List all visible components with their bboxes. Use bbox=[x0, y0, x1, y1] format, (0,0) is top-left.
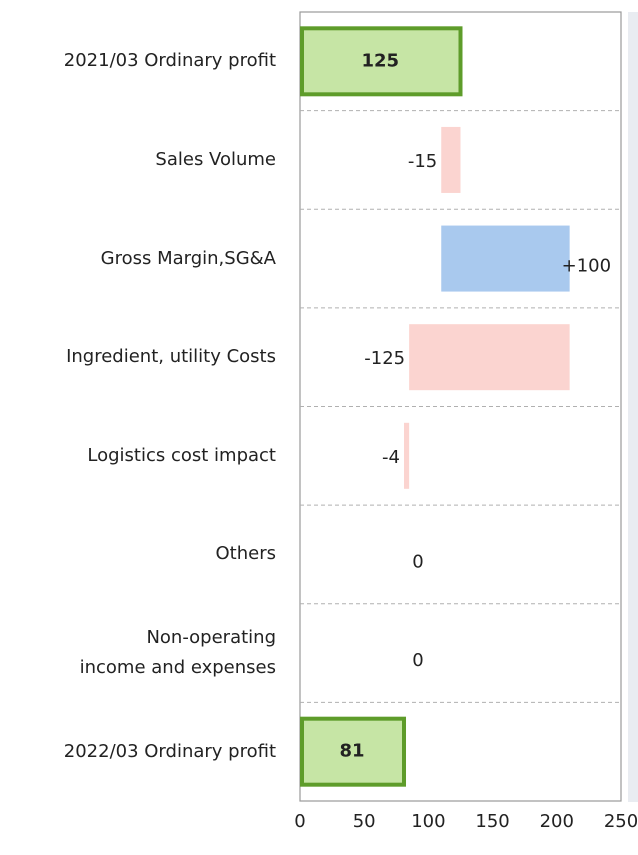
value-label: 125 bbox=[361, 50, 399, 71]
x-tick-label: 250 bbox=[604, 811, 638, 832]
x-tick-label: 200 bbox=[540, 811, 574, 832]
x-tick-label: 50 bbox=[353, 811, 376, 832]
value-label: -4 bbox=[382, 447, 400, 468]
category-label: Non-operating income and expenses bbox=[79, 627, 276, 679]
category-label: Ingredient, utility Costs bbox=[66, 346, 276, 368]
total-bar bbox=[300, 716, 407, 787]
value-label: 0 bbox=[412, 551, 423, 572]
x-tick-label: 150 bbox=[475, 811, 509, 832]
category-label: Logistics cost impact bbox=[87, 444, 276, 466]
value-label: +100 bbox=[562, 256, 611, 277]
category-label: 2022/03 Ordinary profit bbox=[63, 740, 276, 762]
category-label: Others bbox=[215, 543, 277, 565]
side-strip bbox=[628, 12, 638, 802]
total-bar bbox=[300, 26, 463, 97]
value-label: -125 bbox=[364, 348, 405, 369]
x-tick-label: 0 bbox=[294, 811, 305, 832]
decrease-bar bbox=[409, 324, 570, 391]
value-label: 0 bbox=[412, 650, 423, 671]
increase-bar bbox=[441, 225, 570, 292]
category-label: Sales Volume bbox=[155, 148, 276, 170]
value-label: -15 bbox=[408, 151, 437, 172]
category-label: Gross Margin,SG&A bbox=[100, 247, 276, 269]
category-label: 2021/03 Ordinary profit bbox=[63, 50, 276, 72]
x-tick-label: 100 bbox=[411, 811, 445, 832]
decrease-bar bbox=[404, 422, 410, 489]
value-label: 81 bbox=[339, 741, 364, 762]
decrease-bar bbox=[441, 126, 461, 193]
